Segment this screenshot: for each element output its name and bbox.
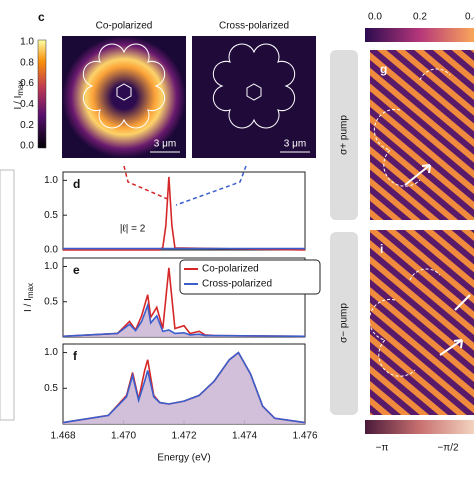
colorbar-tick: 0.8 [20,57,34,68]
y-tick-label: 0.5 [44,383,58,394]
legend-label: Cross-polarized [202,279,272,290]
outline [82,43,310,153]
colorbar-top [365,28,474,42]
line [62,302,306,338]
y-tick-label: 0.5 [44,296,58,307]
y-tick-label: 1.0 [44,175,58,186]
plot-frame [62,171,306,251]
image-title: Co-polarized [96,21,153,32]
y-tick-label: 1.0 [44,347,58,358]
colorbar-tick: 0.0 [20,141,34,152]
colorbar-label: I / Imax [13,80,25,109]
panel-letter: d [73,177,80,191]
legend-label: Co-polarized [202,264,259,275]
colorbar-tick: 0.6 [20,78,34,89]
annotation: |ℓ| = 2 [120,224,146,235]
label: I / I [23,298,34,312]
scale-bar: 3 μm [284,139,306,150]
y-tick-label: 1.0 [44,261,58,272]
colorbar-bottom [365,420,474,434]
pump-label: σ− pump [339,303,350,343]
arrows [123,165,247,206]
label-sub: max [26,283,35,298]
image-g [370,50,474,220]
colorbar-tick: 0.4 [20,99,34,110]
pump-box [330,232,358,415]
image-title: Cross-polarized [219,21,289,32]
panel-letter: c [38,10,45,24]
colorbar-tick: 1.0 [20,37,34,48]
line [62,267,306,338]
label-sub: max [16,80,25,95]
panel-letter: g [380,62,387,76]
cross-image [192,36,316,158]
overlay [368,68,471,377]
image-i [370,230,474,415]
x-tick-label: 1.474 [232,431,257,442]
y-tick-label: 0.0 [44,245,58,256]
colorbar-tick: −π/2 [437,443,459,454]
colorbar-tick: 0.0 [368,12,382,23]
x-tick-label: 1.472 [171,431,196,442]
y-tick-label: 0.5 [44,210,58,221]
x-tick-label: 1.470 [111,431,136,442]
pump-box [330,50,358,220]
pump-label: σ+ pump [339,115,350,155]
co-image [62,36,186,158]
x-axis-label: Energy (eV) [157,453,210,464]
colorbar-tick: −π [376,443,389,454]
panel-letter: i [380,242,383,256]
line [63,176,306,251]
cut-frame [0,169,15,421]
scale-bar: 3 μm [154,139,176,150]
y-axis-label: I / Imax [23,283,35,312]
colorbar-tick: 0.2 [413,12,427,23]
colorbar-tick: 0.2 [20,120,34,131]
legend-box [179,259,321,295]
panel-letter: f [73,349,78,363]
label: I / I [13,96,24,110]
colorbar [37,39,47,149]
line [62,351,306,424]
x-tick-label: 1.468 [50,431,75,442]
x-tick-label: 1.476 [292,431,317,442]
area [63,352,305,424]
panel-letter: e [73,263,80,277]
colorbar-tick: 0.4 [465,12,474,23]
